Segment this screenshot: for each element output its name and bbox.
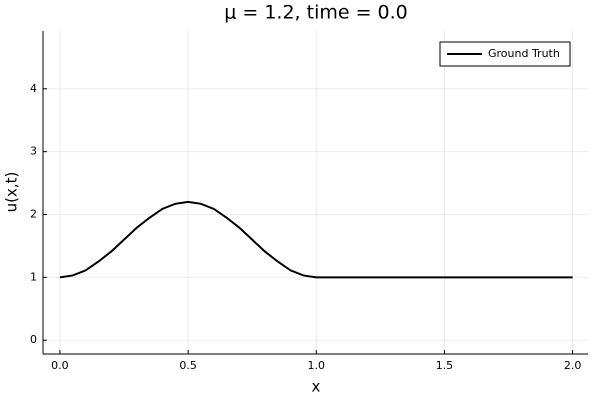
x-tick-label: 1.5: [436, 359, 454, 372]
chart-title: μ = 1.2, time = 0.0: [224, 2, 408, 24]
y-tick-label: 1: [30, 270, 37, 283]
x-tick-label: 1.0: [308, 359, 326, 372]
y-tick-label: 4: [30, 82, 37, 95]
y-tick-label: 3: [30, 145, 37, 158]
legend-label: Ground Truth: [488, 47, 560, 60]
y-axis-label: u(x,t): [3, 172, 21, 213]
x-axis-label: x: [312, 378, 321, 396]
data-line: [59, 200, 573, 279]
y-tick-label: 2: [30, 207, 37, 220]
x-tick-label: 0.0: [51, 359, 69, 372]
y-tick-label: 0: [30, 333, 37, 346]
x-tick-label: 2.0: [564, 359, 582, 372]
x-tick-label: 0.5: [179, 359, 197, 372]
